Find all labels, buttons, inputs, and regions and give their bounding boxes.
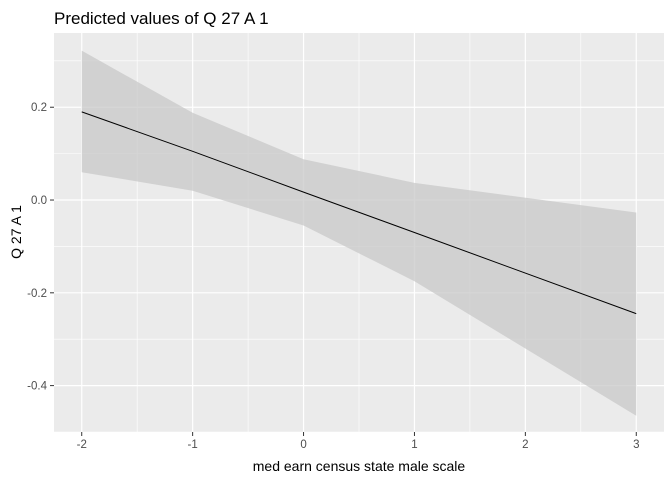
axis-tick-labels: -2 -1 0 1 2 3 -0.4 -0.2 0.0 0.2 bbox=[27, 102, 639, 451]
x-tick-label: 3 bbox=[633, 439, 639, 451]
series-line bbox=[81, 111, 637, 315]
y-tick-label: -0.2 bbox=[27, 288, 47, 300]
axis-ticks bbox=[50, 106, 637, 436]
x-axis-title: med earn census state male scale bbox=[253, 458, 466, 474]
x-tick-label: 1 bbox=[411, 439, 417, 451]
x-tick-label: 2 bbox=[522, 439, 528, 451]
x-tick-label: 0 bbox=[300, 439, 306, 451]
y-tick-label: 0.0 bbox=[31, 195, 47, 207]
y-tick-label: -0.4 bbox=[27, 381, 47, 393]
chart-title: Predicted values of Q 27 A 1 bbox=[54, 9, 269, 28]
y-axis-title: Q 27 A 1 bbox=[8, 205, 24, 259]
confidence-band bbox=[81, 50, 637, 416]
x-tick-label: -2 bbox=[77, 439, 87, 451]
y-tick-label: 0.2 bbox=[31, 102, 47, 114]
x-tick-label: -1 bbox=[188, 439, 198, 451]
plot-panel bbox=[54, 33, 664, 433]
